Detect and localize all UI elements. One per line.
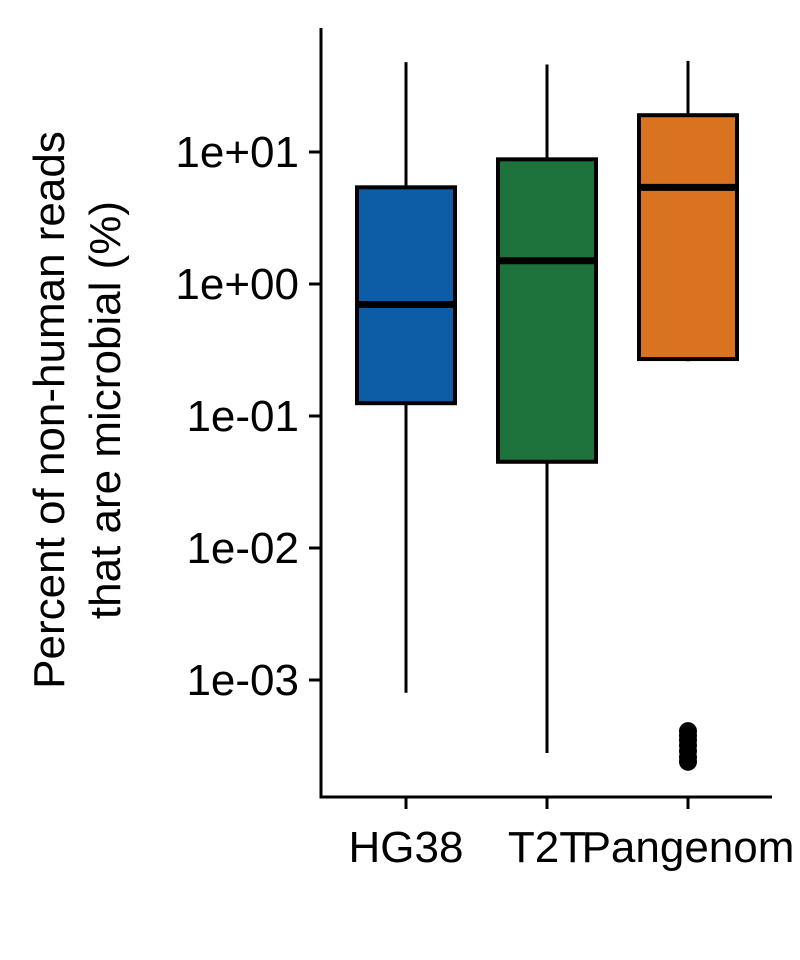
y-tick-label-3: 1e+00 bbox=[175, 260, 299, 309]
box-t2t bbox=[496, 157, 598, 464]
x-tick-label-hg38: HG38 bbox=[349, 823, 464, 872]
y-axis-title-line-1: Percent of non-human reads bbox=[25, 131, 74, 689]
plot-area bbox=[355, 60, 739, 771]
box-hg38 bbox=[355, 185, 457, 406]
box-pangenome bbox=[637, 113, 739, 362]
y-tick-label-0: 1e-03 bbox=[186, 656, 299, 705]
y-tick-label-4: 1e+01 bbox=[175, 128, 299, 177]
y-axis-title-line-2: that are microbial (%) bbox=[81, 201, 130, 619]
outlier-point-pangenome-6 bbox=[679, 752, 697, 771]
y-tick-label-1: 1e-02 bbox=[186, 524, 299, 573]
x-tick-label-t2t: T2T bbox=[508, 823, 586, 872]
x-tick-label-pangenome: Pangenom bbox=[582, 823, 795, 872]
y-tick-label-2: 1e-01 bbox=[186, 392, 299, 441]
